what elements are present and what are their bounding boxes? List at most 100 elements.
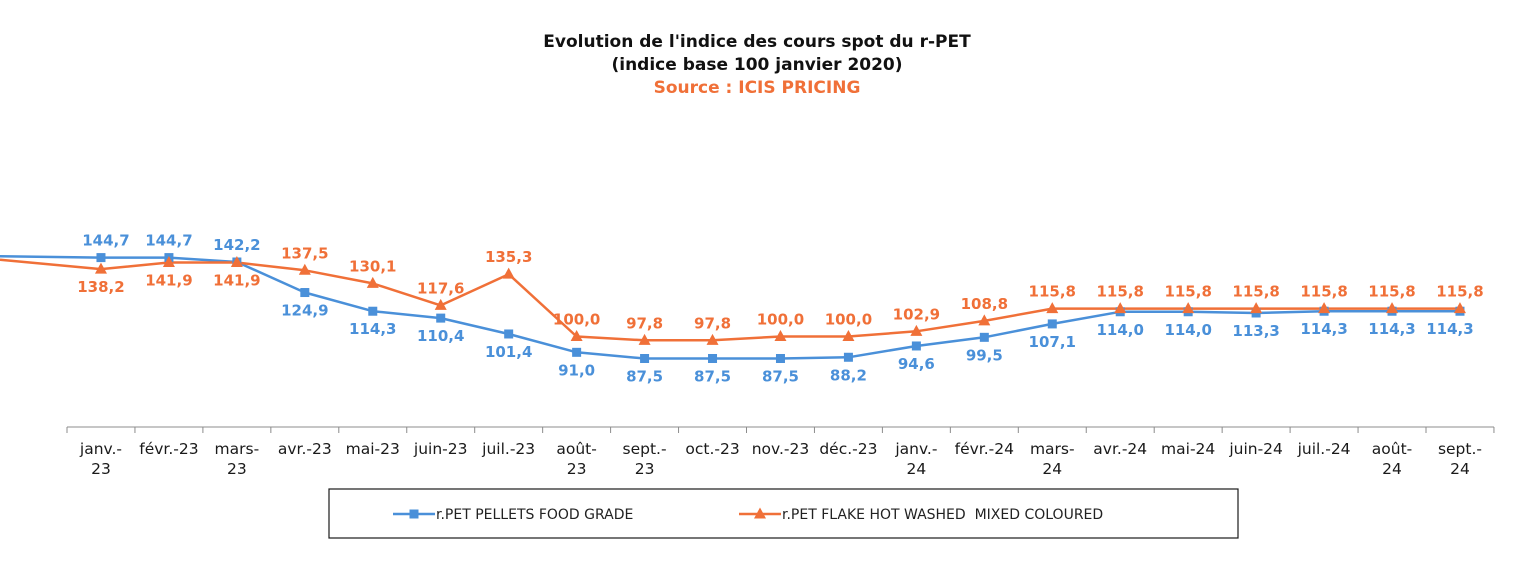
x-tick-label: févr.-23 [139, 440, 198, 458]
series-2-data-label: 115,8 [1300, 283, 1347, 301]
x-tick-label: sept.-24 [1438, 440, 1482, 478]
x-tick-label: juin-24 [1228, 440, 1283, 458]
series-1-marker [979, 332, 989, 342]
series-1-data-label: 87,5 [762, 368, 799, 386]
series-2-data-label: 135,3 [485, 248, 532, 266]
series-2-marker [1046, 302, 1059, 314]
x-axis: janv.-23 févr.-23 mars-23 avr.-23 mai-23 juin… [66, 426, 1495, 478]
legend-label-2: r.PET FLAKE HOT WASHED MIXED COLOURED [782, 507, 1103, 523]
series-2-data-label: 115,8 [1029, 283, 1076, 301]
series-group [0, 253, 1466, 363]
chart-title-line-1: Evolution de l'indice des cours spot du … [543, 32, 971, 52]
x-tick-label: mai-23 [346, 440, 400, 458]
series-1-marker [708, 354, 718, 363]
series-line-1 [0, 254, 1460, 360]
series-1-data-label: 114,3 [1368, 320, 1415, 338]
series-1-data-label: 88,2 [830, 366, 867, 384]
series-1-data-label: 114,0 [1164, 321, 1211, 339]
series-2-data-label: 137,5 [281, 244, 328, 262]
series-2-marker [638, 333, 651, 345]
series-2-marker [842, 329, 855, 341]
series-2-marker [1386, 302, 1399, 314]
series-1-marker [640, 354, 650, 363]
series-2-data-label: 97,8 [694, 314, 731, 332]
legend-marker-1 [409, 509, 419, 519]
series-1-data-label: 94,6 [898, 355, 935, 373]
series-2-data-label: 115,8 [1368, 283, 1415, 301]
series-1-data-label: 144,7 [145, 232, 192, 250]
series-2-marker [570, 329, 583, 341]
x-tick-label: déc.-23 [819, 440, 877, 458]
x-tick-label: mai-24 [1161, 440, 1215, 458]
series-2-data-label: 130,1 [349, 257, 396, 275]
x-tick-label: mars-24 [1030, 440, 1075, 478]
x-tick-label: mars-23 [215, 440, 260, 478]
legend: r.PET PELLETS FOOD GRADE r.PET FLAKE HOT … [328, 488, 1239, 539]
series-1-marker [504, 329, 514, 339]
series-2-data-label: 100,0 [553, 310, 600, 328]
series-1-data-label: 124,9 [281, 302, 328, 320]
series-1-data-label: 107,1 [1029, 333, 1076, 351]
x-tick-label: juil.-24 [1297, 440, 1351, 458]
series-2-data-label: 108,8 [961, 295, 1008, 313]
x-tick-label: juin-23 [413, 440, 468, 458]
legend-marker-2 [754, 507, 766, 519]
x-tick-label: nov.-23 [752, 440, 810, 458]
series-2-marker [1318, 302, 1331, 314]
x-tick-label: févr.-24 [955, 440, 1014, 458]
series-1-marker [572, 347, 582, 357]
series-2-marker [298, 263, 311, 275]
series-1-marker [775, 354, 785, 363]
series-1-data-label: 110,4 [417, 327, 464, 345]
series-2-data-label: 115,8 [1164, 283, 1211, 301]
series-1-data-label: 87,5 [626, 368, 663, 386]
series-1-data-label: 91,0 [558, 361, 595, 379]
legend-box [328, 488, 1239, 539]
series-2-marker [162, 256, 175, 268]
series-1-marker [436, 313, 446, 323]
series-1-data-label: 101,4 [485, 343, 532, 361]
series-2-marker [434, 298, 447, 310]
series-2-marker [502, 267, 515, 279]
x-tick-label: sept.-23 [623, 440, 667, 478]
x-tick-label: janv.-24 [894, 440, 937, 478]
x-tick-label: oct.-23 [685, 440, 739, 458]
series-1-data-label: 114,3 [349, 320, 396, 338]
series-1-marker [300, 288, 310, 298]
series-2-marker [1114, 302, 1127, 314]
series-2-marker [910, 324, 923, 336]
series-2-marker [978, 314, 991, 326]
series-1-data-label: 114,0 [1096, 321, 1143, 339]
series-2-data-label: 115,8 [1436, 283, 1483, 301]
series-2-data-label: 100,0 [757, 310, 804, 328]
series-2-data-label: 102,9 [893, 305, 940, 323]
series-2-marker [366, 276, 379, 288]
series-2-data-label: 100,0 [825, 310, 872, 328]
chart-source: Source : ICIS PRICING [654, 78, 861, 98]
series-1-data-label: 114,3 [1300, 320, 1347, 338]
series-1-data-label: 142,2 [213, 236, 260, 254]
x-tick-label: juil.-23 [481, 440, 535, 458]
series-1-marker [368, 306, 378, 316]
series-2-marker [1182, 302, 1195, 314]
series-1-marker [1047, 319, 1057, 329]
series-line-2 [0, 258, 1460, 342]
series-1-data-label: 87,5 [694, 368, 731, 386]
series-2-marker [706, 333, 719, 345]
series-1-marker [911, 341, 921, 351]
series-1-data-label: 99,5 [966, 346, 1003, 364]
chart-title-line-2: (indice base 100 janvier 2020) [611, 55, 902, 75]
series-1-data-label: 113,3 [1232, 322, 1279, 340]
series-2-data-label: 115,8 [1096, 283, 1143, 301]
series-1-marker [96, 253, 106, 263]
series-1-data-label: 144,7 [82, 232, 129, 250]
series-2-data-label: 117,6 [417, 279, 464, 297]
chart-title: Evolution de l'indice des cours spot du … [543, 32, 971, 98]
x-tick-label: août-23 [556, 440, 596, 478]
series-2-marker [94, 262, 107, 274]
x-tick-label: avr.-23 [278, 440, 332, 458]
series-2-marker [774, 329, 787, 341]
x-tick-label: avr.-24 [1093, 440, 1147, 458]
series-2-data-label: 97,8 [626, 314, 663, 332]
